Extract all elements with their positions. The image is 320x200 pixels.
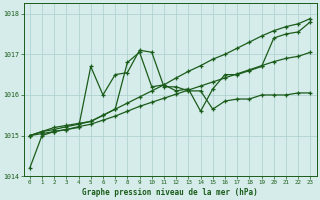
X-axis label: Graphe pression niveau de la mer (hPa): Graphe pression niveau de la mer (hPa) [82,188,258,197]
